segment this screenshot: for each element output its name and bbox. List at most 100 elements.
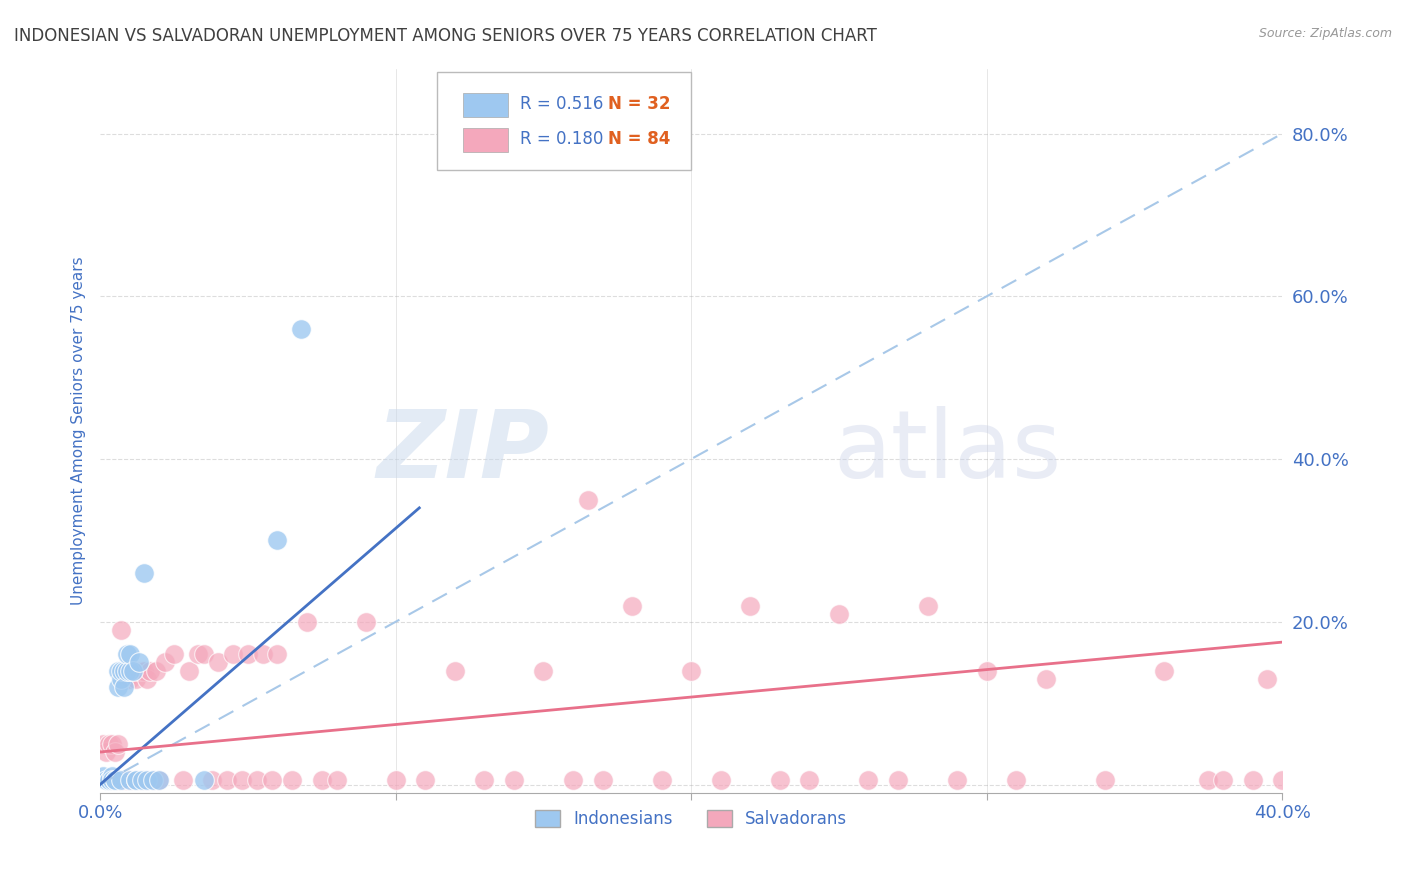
- Point: [104, 773, 127, 788]
- Point: [502, 773, 524, 788]
- Point: [887, 773, 910, 788]
- Point: [112, 680, 135, 694]
- Point: [1241, 773, 1264, 788]
- Text: INDONESIAN VS SALVADORAN UNEMPLOYMENT AMONG SENIORS OVER 75 YEARS CORRELATION CH: INDONESIAN VS SALVADORAN UNEMPLOYMENT AM…: [14, 27, 877, 45]
- Point: [136, 773, 159, 788]
- Point: [172, 773, 194, 788]
- FancyBboxPatch shape: [437, 72, 692, 169]
- Point: [295, 615, 318, 629]
- Point: [828, 607, 851, 621]
- Point: [236, 648, 259, 662]
- Point: [576, 492, 599, 507]
- Point: [124, 773, 146, 788]
- Point: [94, 773, 117, 788]
- Point: [325, 773, 347, 788]
- Point: [98, 773, 121, 788]
- Point: [124, 773, 146, 788]
- Point: [201, 773, 224, 788]
- Point: [134, 566, 156, 580]
- Point: [131, 773, 153, 788]
- Point: [91, 737, 114, 751]
- Point: [472, 773, 495, 788]
- Point: [104, 745, 127, 759]
- Point: [163, 648, 186, 662]
- Point: [115, 648, 138, 662]
- FancyBboxPatch shape: [463, 93, 508, 117]
- Point: [115, 672, 138, 686]
- Point: [266, 648, 288, 662]
- Point: [131, 773, 153, 788]
- Text: N = 32: N = 32: [609, 95, 671, 113]
- Point: [98, 737, 121, 751]
- Text: ZIP: ZIP: [377, 407, 550, 499]
- Point: [207, 656, 229, 670]
- Point: [115, 773, 138, 788]
- Point: [740, 599, 762, 613]
- Point: [134, 773, 156, 788]
- Point: [107, 737, 129, 751]
- Point: [1197, 773, 1219, 788]
- Point: [946, 773, 969, 788]
- Point: [354, 615, 377, 629]
- Point: [1212, 773, 1234, 788]
- Point: [311, 773, 333, 788]
- Point: [110, 773, 132, 788]
- Point: [562, 773, 585, 788]
- Text: R = 0.516: R = 0.516: [520, 95, 603, 113]
- Point: [128, 664, 150, 678]
- Point: [193, 773, 215, 788]
- Point: [222, 648, 245, 662]
- Point: [101, 773, 124, 788]
- Y-axis label: Unemployment Among Seniors over 75 years: Unemployment Among Seniors over 75 years: [72, 256, 86, 605]
- Point: [112, 664, 135, 678]
- Point: [118, 664, 141, 678]
- Point: [104, 773, 127, 788]
- Point: [118, 773, 141, 788]
- Point: [124, 773, 146, 788]
- Point: [592, 773, 614, 788]
- Point: [134, 664, 156, 678]
- Point: [94, 745, 117, 759]
- Point: [621, 599, 644, 613]
- Point: [139, 664, 162, 678]
- Point: [118, 773, 141, 788]
- Point: [107, 664, 129, 678]
- Point: [112, 664, 135, 678]
- Point: [290, 322, 312, 336]
- Point: [917, 599, 939, 613]
- FancyBboxPatch shape: [463, 128, 508, 152]
- Point: [177, 664, 200, 678]
- Point: [128, 773, 150, 788]
- Point: [148, 773, 170, 788]
- Point: [246, 773, 269, 788]
- Text: Source: ZipAtlas.com: Source: ZipAtlas.com: [1258, 27, 1392, 40]
- Point: [91, 769, 114, 783]
- Point: [110, 773, 132, 788]
- Point: [124, 672, 146, 686]
- Point: [531, 664, 554, 678]
- Point: [976, 664, 998, 678]
- Text: N = 84: N = 84: [609, 129, 671, 148]
- Point: [651, 773, 673, 788]
- Point: [136, 773, 159, 788]
- Point: [710, 773, 733, 788]
- Point: [1035, 672, 1057, 686]
- Point: [131, 664, 153, 678]
- Point: [858, 773, 880, 788]
- Point: [101, 769, 124, 783]
- Point: [384, 773, 406, 788]
- Point: [443, 664, 465, 678]
- Point: [107, 773, 129, 788]
- Point: [121, 664, 143, 678]
- Point: [217, 773, 239, 788]
- Point: [110, 664, 132, 678]
- Point: [142, 773, 165, 788]
- Point: [266, 533, 288, 548]
- Point: [1271, 773, 1294, 788]
- Point: [1005, 773, 1028, 788]
- Point: [260, 773, 283, 788]
- Point: [104, 773, 127, 788]
- Text: atlas: atlas: [832, 407, 1062, 499]
- Point: [252, 648, 274, 662]
- Point: [121, 773, 143, 788]
